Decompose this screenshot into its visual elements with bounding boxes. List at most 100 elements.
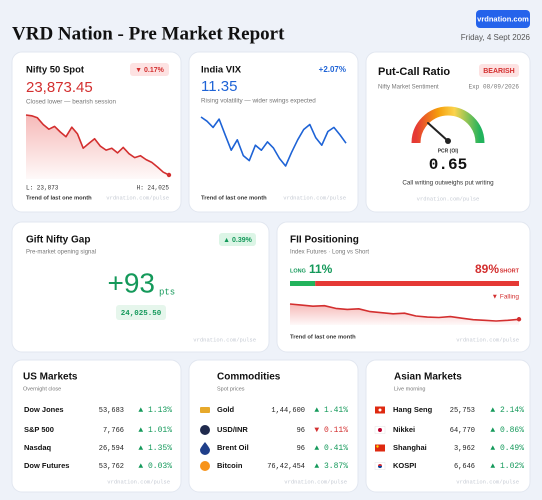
watermark: vrdnation.com/pulse (417, 195, 480, 202)
card-title: Gift Nifty Gap (26, 235, 90, 246)
row-name: KOSPI (393, 461, 416, 470)
subtitle: Pre-market opening signal (26, 250, 96, 256)
high: H: 24,025 (137, 185, 170, 192)
card (365, 51, 531, 213)
gauge-arc (411, 106, 485, 144)
big-value: 11.35 (201, 78, 237, 95)
badge-text: ▼ 0.17% (135, 67, 164, 74)
row-value: 53,762 (99, 463, 124, 471)
row-change: ▲ 1.01% (138, 426, 172, 435)
icon (200, 461, 210, 471)
row-change: ▲ 1.35% (138, 444, 172, 453)
subtitle: Spot prices (217, 386, 245, 392)
card (188, 359, 359, 493)
card-title: US Markets (23, 372, 78, 383)
row-value: 3,962 (454, 445, 475, 453)
row-value: 96 (297, 445, 305, 453)
page-title: VRD Nation - Pre Market Report (12, 23, 285, 44)
change: +2.07% (319, 65, 346, 74)
short-label: SHORT (500, 268, 520, 274)
flag (375, 444, 385, 452)
end-dot (166, 172, 172, 178)
row-value: 64,770 (450, 427, 475, 435)
sparkline (289, 303, 520, 322)
badge (219, 233, 256, 246)
row-change: ▲ 0.03% (138, 462, 172, 471)
card (11, 359, 182, 493)
note: Rising volatility — wider swings expecte… (201, 98, 316, 105)
row-value: 7,766 (103, 427, 124, 435)
row-value: 6,646 (454, 463, 475, 471)
note: Closed lower — bearish session (26, 99, 116, 106)
subtitle: Live morning (394, 386, 426, 392)
gauge-hub (445, 138, 451, 144)
icon (200, 442, 210, 455)
big-value: 23,873.45 (26, 79, 93, 96)
row-change: ▲ 0.49% (490, 444, 524, 453)
flag-mark (378, 466, 382, 468)
trend-note: ▼ Falling (492, 294, 520, 301)
row-change: ▲ 3.87% (314, 462, 348, 471)
row-name: Dow Futures (24, 461, 69, 470)
end-dot (516, 317, 522, 322)
watermark: vrdnation.com/pulse (456, 478, 519, 485)
row-change: ▲ 2.14% (490, 406, 524, 415)
row-change: ▼ 0.11% (314, 426, 348, 435)
low: L: 23,873 (26, 185, 59, 192)
expiry: Exp 08/09/2026 (469, 84, 520, 91)
card (188, 51, 359, 213)
pcr-value: 0.65 (429, 156, 467, 174)
card (11, 221, 270, 353)
card-title: India VIX (201, 65, 242, 76)
gap-unit: pts (159, 287, 175, 297)
watermark: vrdnation.com/pulse (284, 478, 347, 485)
sparkline (200, 116, 347, 167)
icon (200, 407, 210, 413)
row-value: 96 (297, 427, 305, 435)
date: Friday, 4 Sept 2026 (461, 33, 531, 42)
gap: +93 (108, 267, 156, 298)
card-title: FII Positioning (290, 235, 359, 246)
flag-mark (378, 408, 382, 412)
sparkline-area (290, 304, 519, 325)
gauge-needle (427, 122, 449, 142)
row-name: Nasdaq (24, 443, 52, 452)
row-name: Gold (217, 405, 234, 414)
short-bar (315, 281, 519, 286)
badge (130, 63, 169, 76)
link-text[interactable]: vrdnation.com (477, 14, 529, 23)
card-title: Put-Call Ratio (378, 66, 450, 78)
subtitle: Index Futures · Long vs Short (290, 250, 369, 256)
row-name: Hang Seng (393, 405, 433, 414)
level-box (116, 305, 166, 320)
row-change: ▲ 1.41% (314, 406, 348, 415)
row-name: Dow Jones (24, 405, 64, 414)
card (365, 359, 531, 493)
sparkline (25, 114, 170, 176)
note: Call writing outweighs put writing (402, 180, 494, 187)
badge-text: ▲ 0.39% (223, 237, 252, 244)
card-title: Asian Markets (394, 372, 462, 383)
long-bar (290, 281, 316, 286)
icon (200, 425, 210, 435)
badge-text: BEARISH (483, 68, 515, 75)
row-value: 76,42,454 (267, 463, 305, 471)
trend-label: Trend of last one month (290, 335, 356, 341)
long-label: LONG (290, 268, 306, 274)
gauge-label: PCR (OI) (438, 148, 459, 154)
row-change: ▲ 1.13% (138, 406, 172, 415)
subtitle: Nifty Market Sentiment (378, 85, 439, 91)
watermark: vrdnation.com/pulse (456, 336, 519, 343)
trend-label: Trend of last one month (201, 196, 267, 202)
row-change: ▲ 0.86% (490, 426, 524, 435)
row-name: S&P 500 (24, 425, 54, 434)
link-button[interactable] (476, 10, 530, 28)
row-value: 1,44,600 (271, 407, 305, 415)
watermark: vrdnation.com/pulse (283, 194, 346, 201)
trend-label: Trend of last one month (26, 196, 92, 202)
flag-mark (376, 445, 379, 448)
flag-mark (378, 428, 382, 432)
card-title: Nifty 50 Spot (26, 65, 85, 76)
row-value: 53,683 (99, 407, 124, 415)
row-name: Nikkei (393, 425, 415, 434)
